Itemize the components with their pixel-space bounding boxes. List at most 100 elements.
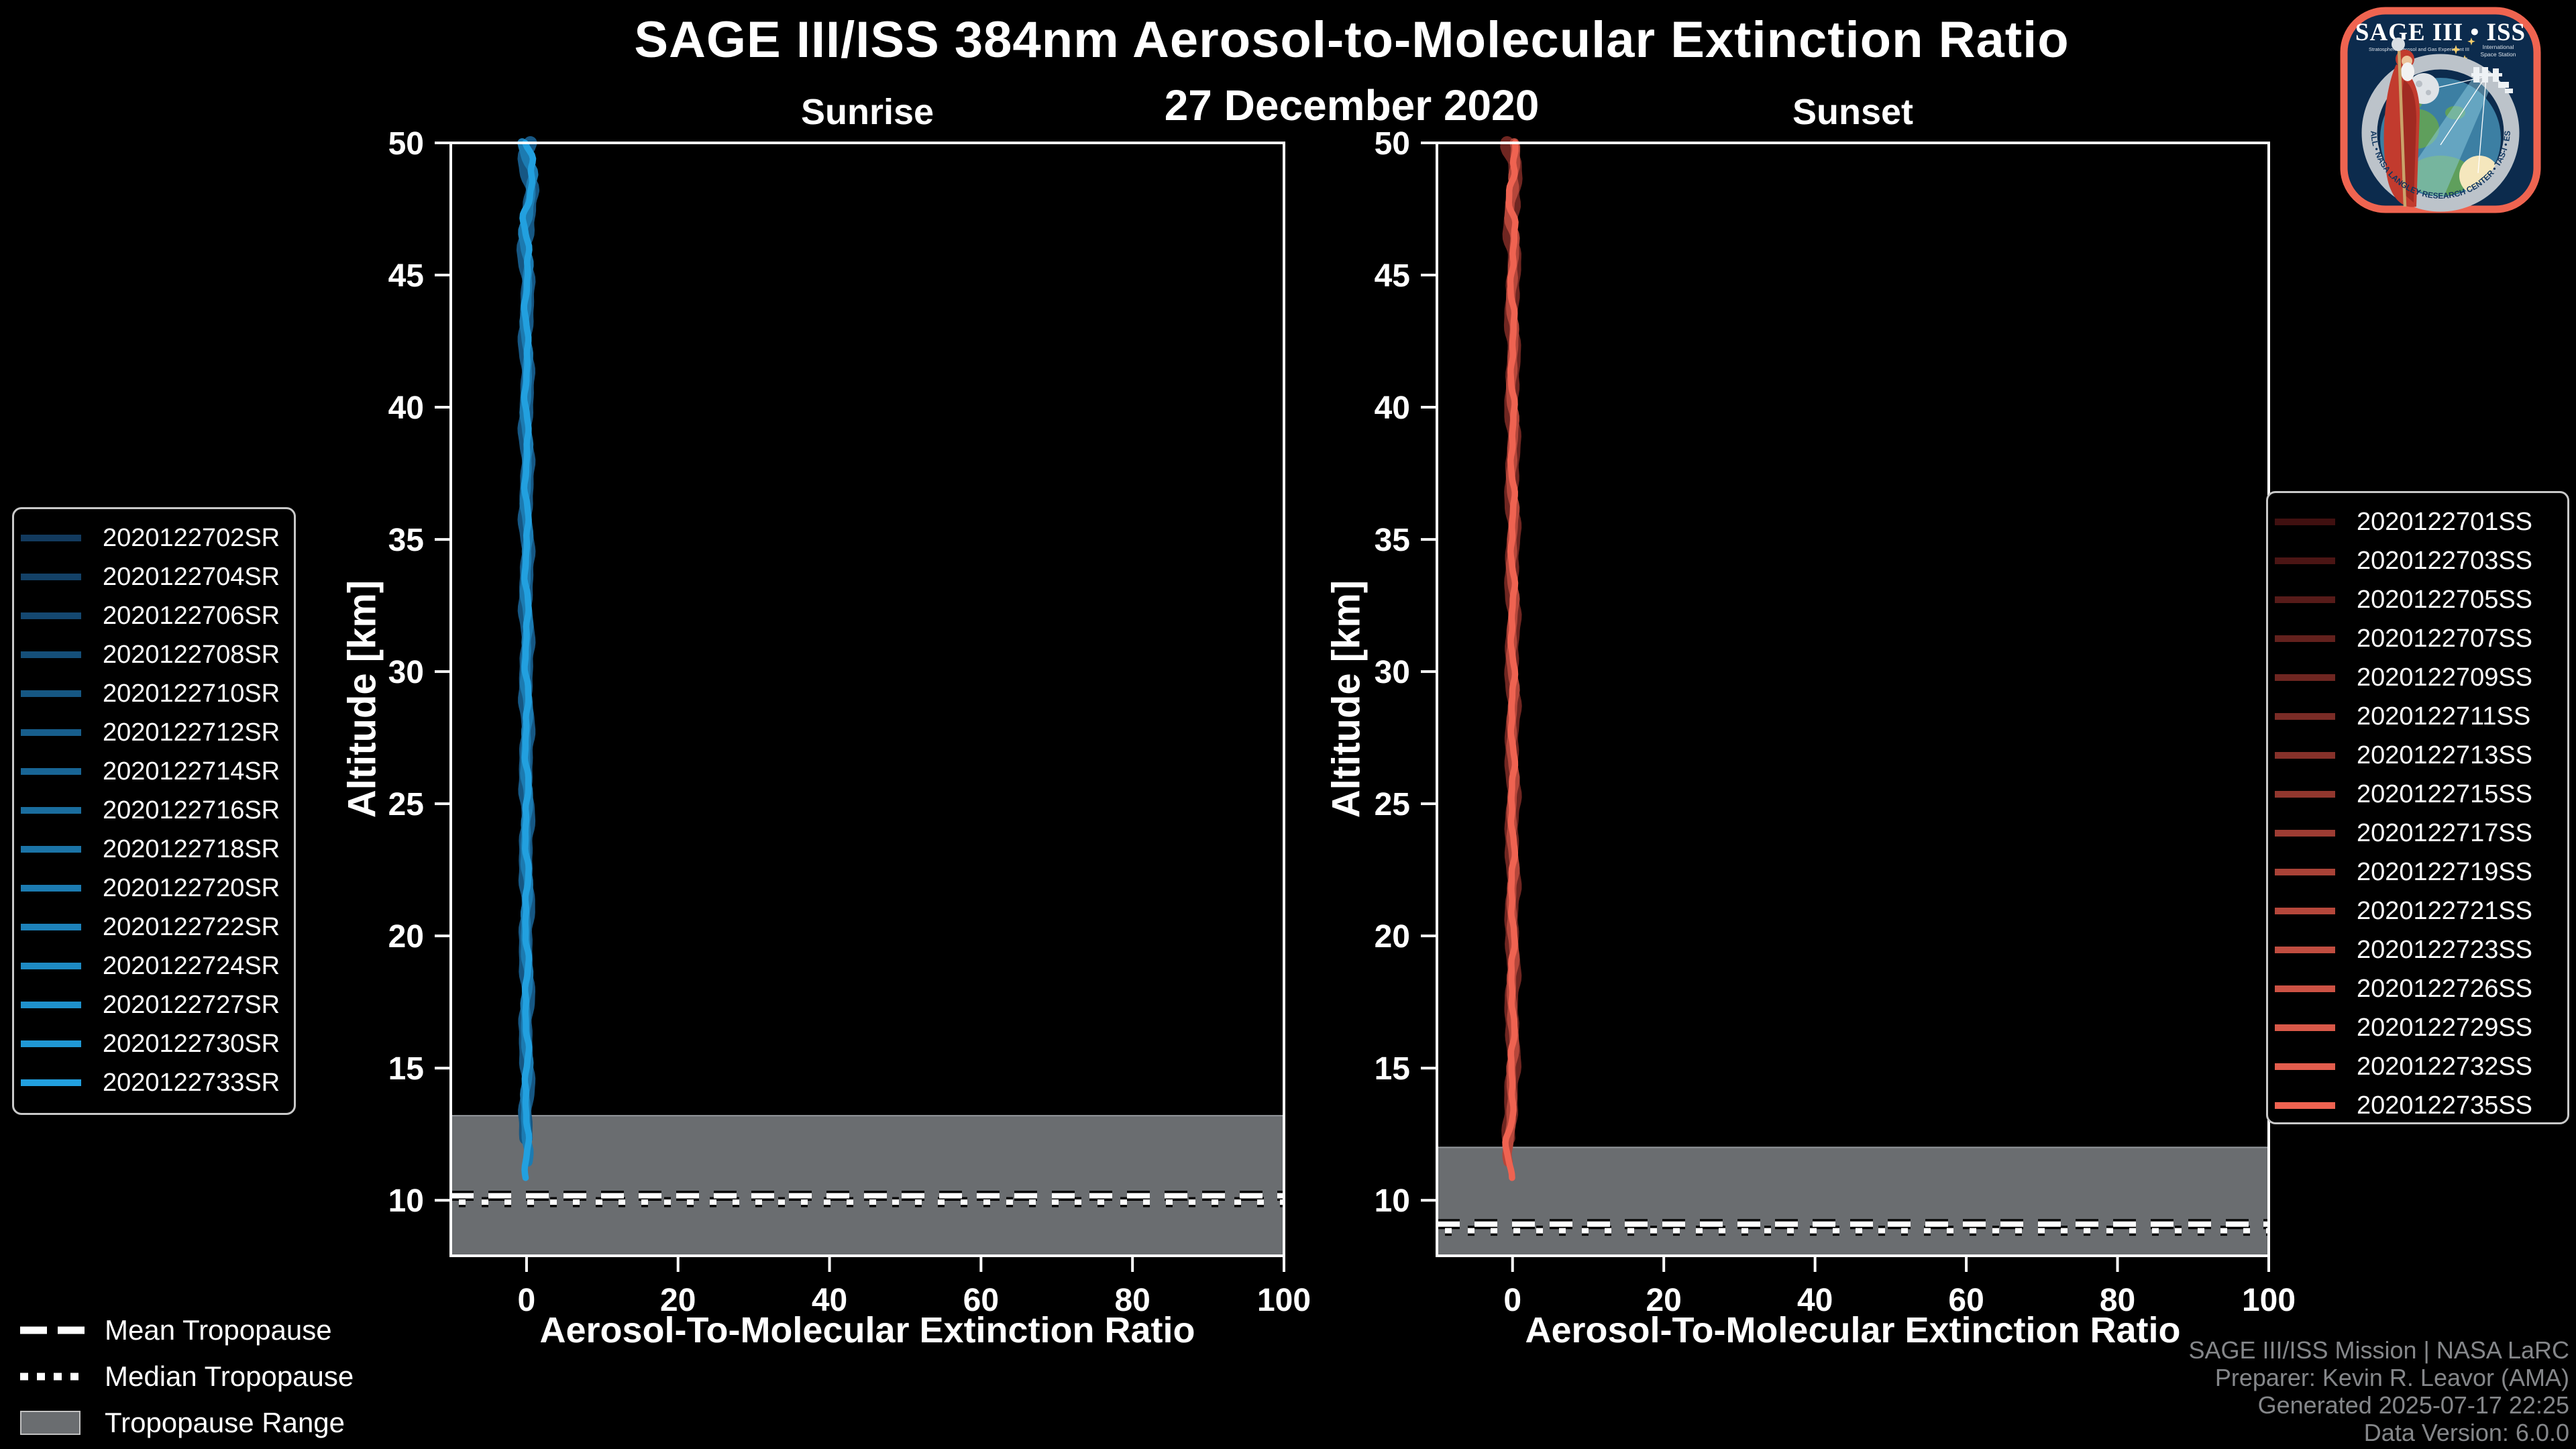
legend-item: 2020122702SR: [14, 519, 294, 557]
y-tick-label: 30: [388, 655, 424, 690]
y-tick-label: 50: [1375, 126, 1410, 162]
legend-item: 2020122705SS: [2268, 580, 2567, 619]
x-tick-label: 40: [812, 1283, 847, 1318]
legend-swatch-icon: [2275, 635, 2335, 642]
legend-item: 2020122729SS: [2268, 1008, 2567, 1047]
legend-swatch-icon: [2275, 869, 2335, 875]
y-axis-label-sunrise: Altitude [km]: [340, 580, 384, 818]
x-tick-label: 60: [963, 1283, 999, 1318]
legend-swatch-icon: [21, 846, 81, 853]
y-tick-label: 45: [388, 258, 424, 294]
legend-label: 2020122703SS: [2357, 546, 2533, 575]
legend-swatch-icon: [21, 729, 81, 736]
legend-item: 2020122713SS: [2268, 736, 2567, 775]
y-tick-label: 20: [1375, 919, 1410, 955]
legend-label: Mean Tropopause: [105, 1313, 332, 1346]
legend-label: 2020122708SR: [103, 640, 280, 669]
legend-label: 2020122726SS: [2357, 974, 2533, 1003]
sunrise-panel: 0 20 40 60 80 100 10 15 20 25 30 35 40 45 50: [388, 126, 1311, 1318]
legend-item: 2020122716SR: [14, 791, 294, 830]
legend-label: 2020122714SR: [103, 757, 280, 786]
y-tick-label: 35: [1375, 523, 1410, 558]
x-tick-label: 0: [1503, 1283, 1521, 1318]
y-tick-label: 20: [388, 919, 424, 955]
legend-label: 2020122704SR: [103, 562, 280, 591]
legend-swatch-icon: [21, 1002, 81, 1008]
legend-swatch-icon: [2275, 674, 2335, 681]
legend-label: 2020122715SS: [2357, 780, 2533, 808]
legend-label: 2020122722SR: [103, 912, 280, 941]
legend-item: 2020122708SR: [14, 635, 294, 674]
legend-label: 2020122723SS: [2357, 935, 2533, 964]
legend-label: 2020122711SS: [2357, 702, 2531, 731]
legend-swatch-icon: [21, 1079, 81, 1086]
profile-line: [519, 140, 537, 1181]
legend-swatch-icon: [2275, 752, 2335, 759]
logo-moon-crater: [2426, 90, 2431, 95]
legend-label: 2020122719SS: [2357, 857, 2533, 886]
y-tick-label: 25: [388, 787, 424, 822]
legend-item: 2020122703SS: [2268, 541, 2567, 580]
legend-label: 2020122720SR: [103, 873, 280, 902]
legend-swatch-icon: [2275, 596, 2335, 603]
median-tropopause-swatch-icon: [20, 1373, 85, 1381]
legend-swatch-icon: [2275, 985, 2335, 992]
legend-item: 2020122706SR: [14, 596, 294, 635]
legend-swatch-icon: [21, 807, 81, 814]
legend-label: 2020122724SR: [103, 951, 280, 980]
legend-label: 2020122701SS: [2357, 507, 2533, 536]
preparer-credit: Preparer: Kevin R. Leavor (AMA): [2214, 1364, 2569, 1391]
data-version: Data Version: 6.0.0: [2363, 1419, 2569, 1446]
legend-item: 2020122717SS: [2268, 814, 2567, 853]
legend-label: 2020122707SS: [2357, 624, 2533, 653]
plot-frame: [1436, 142, 2270, 1257]
attribution: SAGE III/ISS Mission | NASA LaRC Prepare…: [2188, 1336, 2569, 1446]
legend-item: 2020122733SR: [14, 1063, 294, 1102]
plot-frame: [449, 142, 1285, 1257]
x-tick-label: 80: [2100, 1283, 2135, 1318]
legend-swatch-icon: [21, 924, 81, 930]
y-tick-label: 35: [388, 523, 424, 558]
x-tick-label: 20: [1646, 1283, 1681, 1318]
x-tick-label: 0: [518, 1283, 536, 1318]
y-tick-label: 25: [1375, 787, 1410, 822]
legend-item: 2020122707SS: [2268, 619, 2567, 658]
legend-swatch-icon: [2275, 557, 2335, 564]
legend-item: 2020122727SR: [14, 985, 294, 1024]
x-axis-label-sunrise: Aerosol-To-Molecular Extinction Ratio: [539, 1310, 1195, 1350]
date-subtitle: 27 December 2020: [1164, 81, 1540, 129]
legend-item: 2020122726SS: [2268, 969, 2567, 1008]
logo-light-beam: [2402, 69, 2497, 197]
legend-swatch-icon: [21, 651, 81, 658]
logo-moon-crater: [2416, 80, 2422, 87]
sunrise-panel-title: Sunrise: [800, 92, 934, 132]
sunrise-legend: 2020122702SR 2020122704SR 2020122706SR 2020…: [12, 507, 296, 1115]
legend-swatch-icon: [2275, 791, 2335, 798]
legend-item: 2020122701SS: [2268, 502, 2567, 541]
x-tick-label: 80: [1114, 1283, 1150, 1318]
legend-item: 2020122720SR: [14, 869, 294, 908]
legend-swatch-icon: [21, 768, 81, 775]
y-tick-label: 15: [1375, 1051, 1410, 1087]
legend-label: 2020122716SR: [103, 796, 280, 824]
mean-tropopause-swatch-icon: [20, 1326, 85, 1334]
legend-swatch-icon: [21, 690, 81, 697]
x-axis-label-sunset: Aerosol-To-Molecular Extinction Ratio: [1525, 1310, 2181, 1350]
y-tick-label: 40: [388, 390, 424, 426]
tropopause-range-swatch-icon: [20, 1410, 85, 1435]
legend-swatch-icon: [2275, 947, 2335, 953]
legend-swatch-icon: [2275, 1063, 2335, 1070]
legend-swatch-icon: [21, 1040, 81, 1047]
page-title: SAGE III/ISS 384nm Aerosol-to-Molecular …: [634, 11, 2070, 68]
legend-swatch-icon: [2275, 713, 2335, 720]
legend-swatch-icon: [2275, 519, 2335, 525]
sage-iss-logo: SAGE III • ISS Stratospheric Aerosol and…: [2340, 7, 2541, 213]
y-tick-label: 15: [388, 1051, 424, 1087]
tropopause-legend: Mean Tropopause Median Tropopause Tropop…: [20, 1307, 354, 1446]
legend-item: Mean Tropopause: [20, 1307, 354, 1353]
y-tick-label: 45: [1375, 258, 1410, 294]
legend-item: 2020122714SR: [14, 752, 294, 791]
logo-subtitle-left: Stratospheric Aerosol and Gas Experiment…: [2369, 46, 2469, 52]
legend-label: 2020122730SR: [103, 1029, 280, 1058]
x-tick-label: 60: [1948, 1283, 1984, 1318]
